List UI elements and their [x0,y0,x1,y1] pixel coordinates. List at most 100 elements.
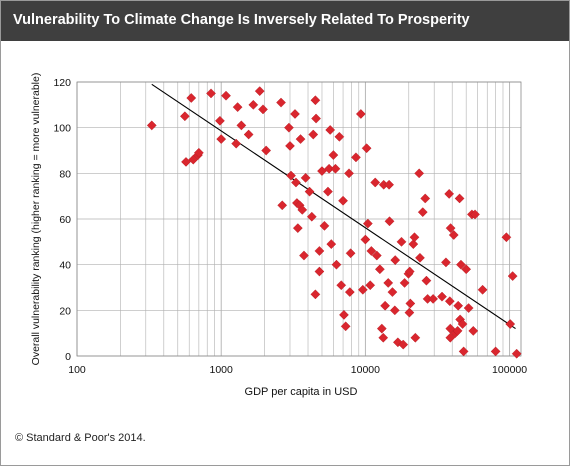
y-tick-label: 120 [53,77,71,89]
data-point-marker [374,264,385,275]
plot-area-border [76,81,522,357]
data-point-marker [383,278,394,288]
data-point-marker [392,337,403,348]
trend-line [151,83,516,330]
data-point-marker [295,134,306,144]
y-tick-label: 40 [59,260,71,272]
data-point-marker [193,147,204,158]
data-point-marker [344,168,354,179]
data-point-marker [261,145,272,156]
data-point-marker [505,319,516,329]
data-point-marker [286,170,296,181]
data-point-marker [334,131,345,142]
data-point-marker [409,232,420,243]
y-tick-label: 0 [65,351,71,363]
data-point-marker [507,271,518,281]
data-point-marker [445,332,456,343]
data-point-marker [331,259,342,270]
data-point-marker [181,157,191,167]
data-point-marker [420,193,431,204]
data-point-marker [428,294,439,304]
data-point-marker [248,99,259,110]
data-point-marker [389,305,400,316]
data-point-marker [300,173,311,183]
data-point-marker [357,284,368,295]
data-point-marker [468,326,479,336]
data-point-marker [452,326,463,336]
copyright-note: © Standard & Poor's 2014. [15,432,146,444]
data-point-marker [441,257,451,268]
data-point-marker [360,234,371,245]
data-point-marker [456,259,466,270]
data-point-marker [405,298,416,309]
data-point-marker [180,111,190,122]
data-point-marker [310,289,321,300]
data-point-marker [404,266,415,277]
data-point-marker [399,278,410,288]
x-tick-label: 10000 [351,364,380,376]
data-point-marker [384,179,394,190]
data-point-marker [355,109,366,119]
data-point-marker [415,252,425,263]
data-point-marker [365,280,376,291]
data-point-marker [243,129,254,140]
data-point-marker [371,250,382,261]
data-point-marker [421,275,432,286]
data-point-marker [387,287,398,297]
data-point-marker [477,284,488,295]
data-point-marker [216,134,227,144]
data-point-marker [463,303,474,313]
data-point-marker [146,120,157,131]
data-point-marker [314,266,325,277]
data-point-marker [380,300,390,311]
data-point-marker [231,138,242,149]
data-point-marker [284,122,294,133]
data-point-marker [311,113,321,124]
data-point-marker [330,163,341,174]
data-point-marker [501,232,512,243]
data-point-marker [490,346,501,357]
data-point-marker [232,102,243,112]
y-tick-label: 60 [59,214,71,226]
data-point-marker [339,310,349,320]
y-axis-label: Overall vulnerability ranking (higher ra… [30,73,42,366]
data-point-marker [445,323,456,334]
data-point-marker [351,152,361,163]
data-point-marker [299,250,309,261]
x-tick-label: 100000 [492,364,527,376]
data-point-marker [366,246,377,256]
data-point-marker [414,168,425,179]
data-point-marker [408,239,419,249]
data-point-marker [285,141,295,151]
data-point-marker [310,95,321,106]
data-point-marker [340,321,351,332]
data-point-marker [336,280,347,291]
data-point-marker [290,109,300,119]
data-point-marker [186,93,197,103]
data-point-marker [390,255,401,265]
x-tick-label: 100 [68,364,86,376]
data-point-marker [292,223,303,234]
data-point-marker [461,264,472,275]
data-point-marker [308,129,319,140]
data-point-marker [370,177,381,188]
data-point-marker [306,211,317,222]
data-point-marker [454,193,465,204]
data-point-marker [291,177,301,188]
data-point-marker [326,239,337,249]
data-point-marker [345,248,356,259]
data-point-marker [215,115,225,126]
data-point-marker [362,218,373,229]
data-point-marker [297,204,308,215]
data-point-marker [417,207,428,218]
data-point-marker [445,223,456,234]
data-point-marker [511,348,522,359]
y-tick-label: 80 [59,168,71,180]
data-point-marker [221,90,231,101]
data-point-marker [458,346,469,357]
data-point-marker [398,339,409,350]
chart-title: Vulnerability To Climate Change Is Inver… [13,12,470,28]
data-point-marker [396,236,407,247]
data-point-marker [344,287,355,297]
